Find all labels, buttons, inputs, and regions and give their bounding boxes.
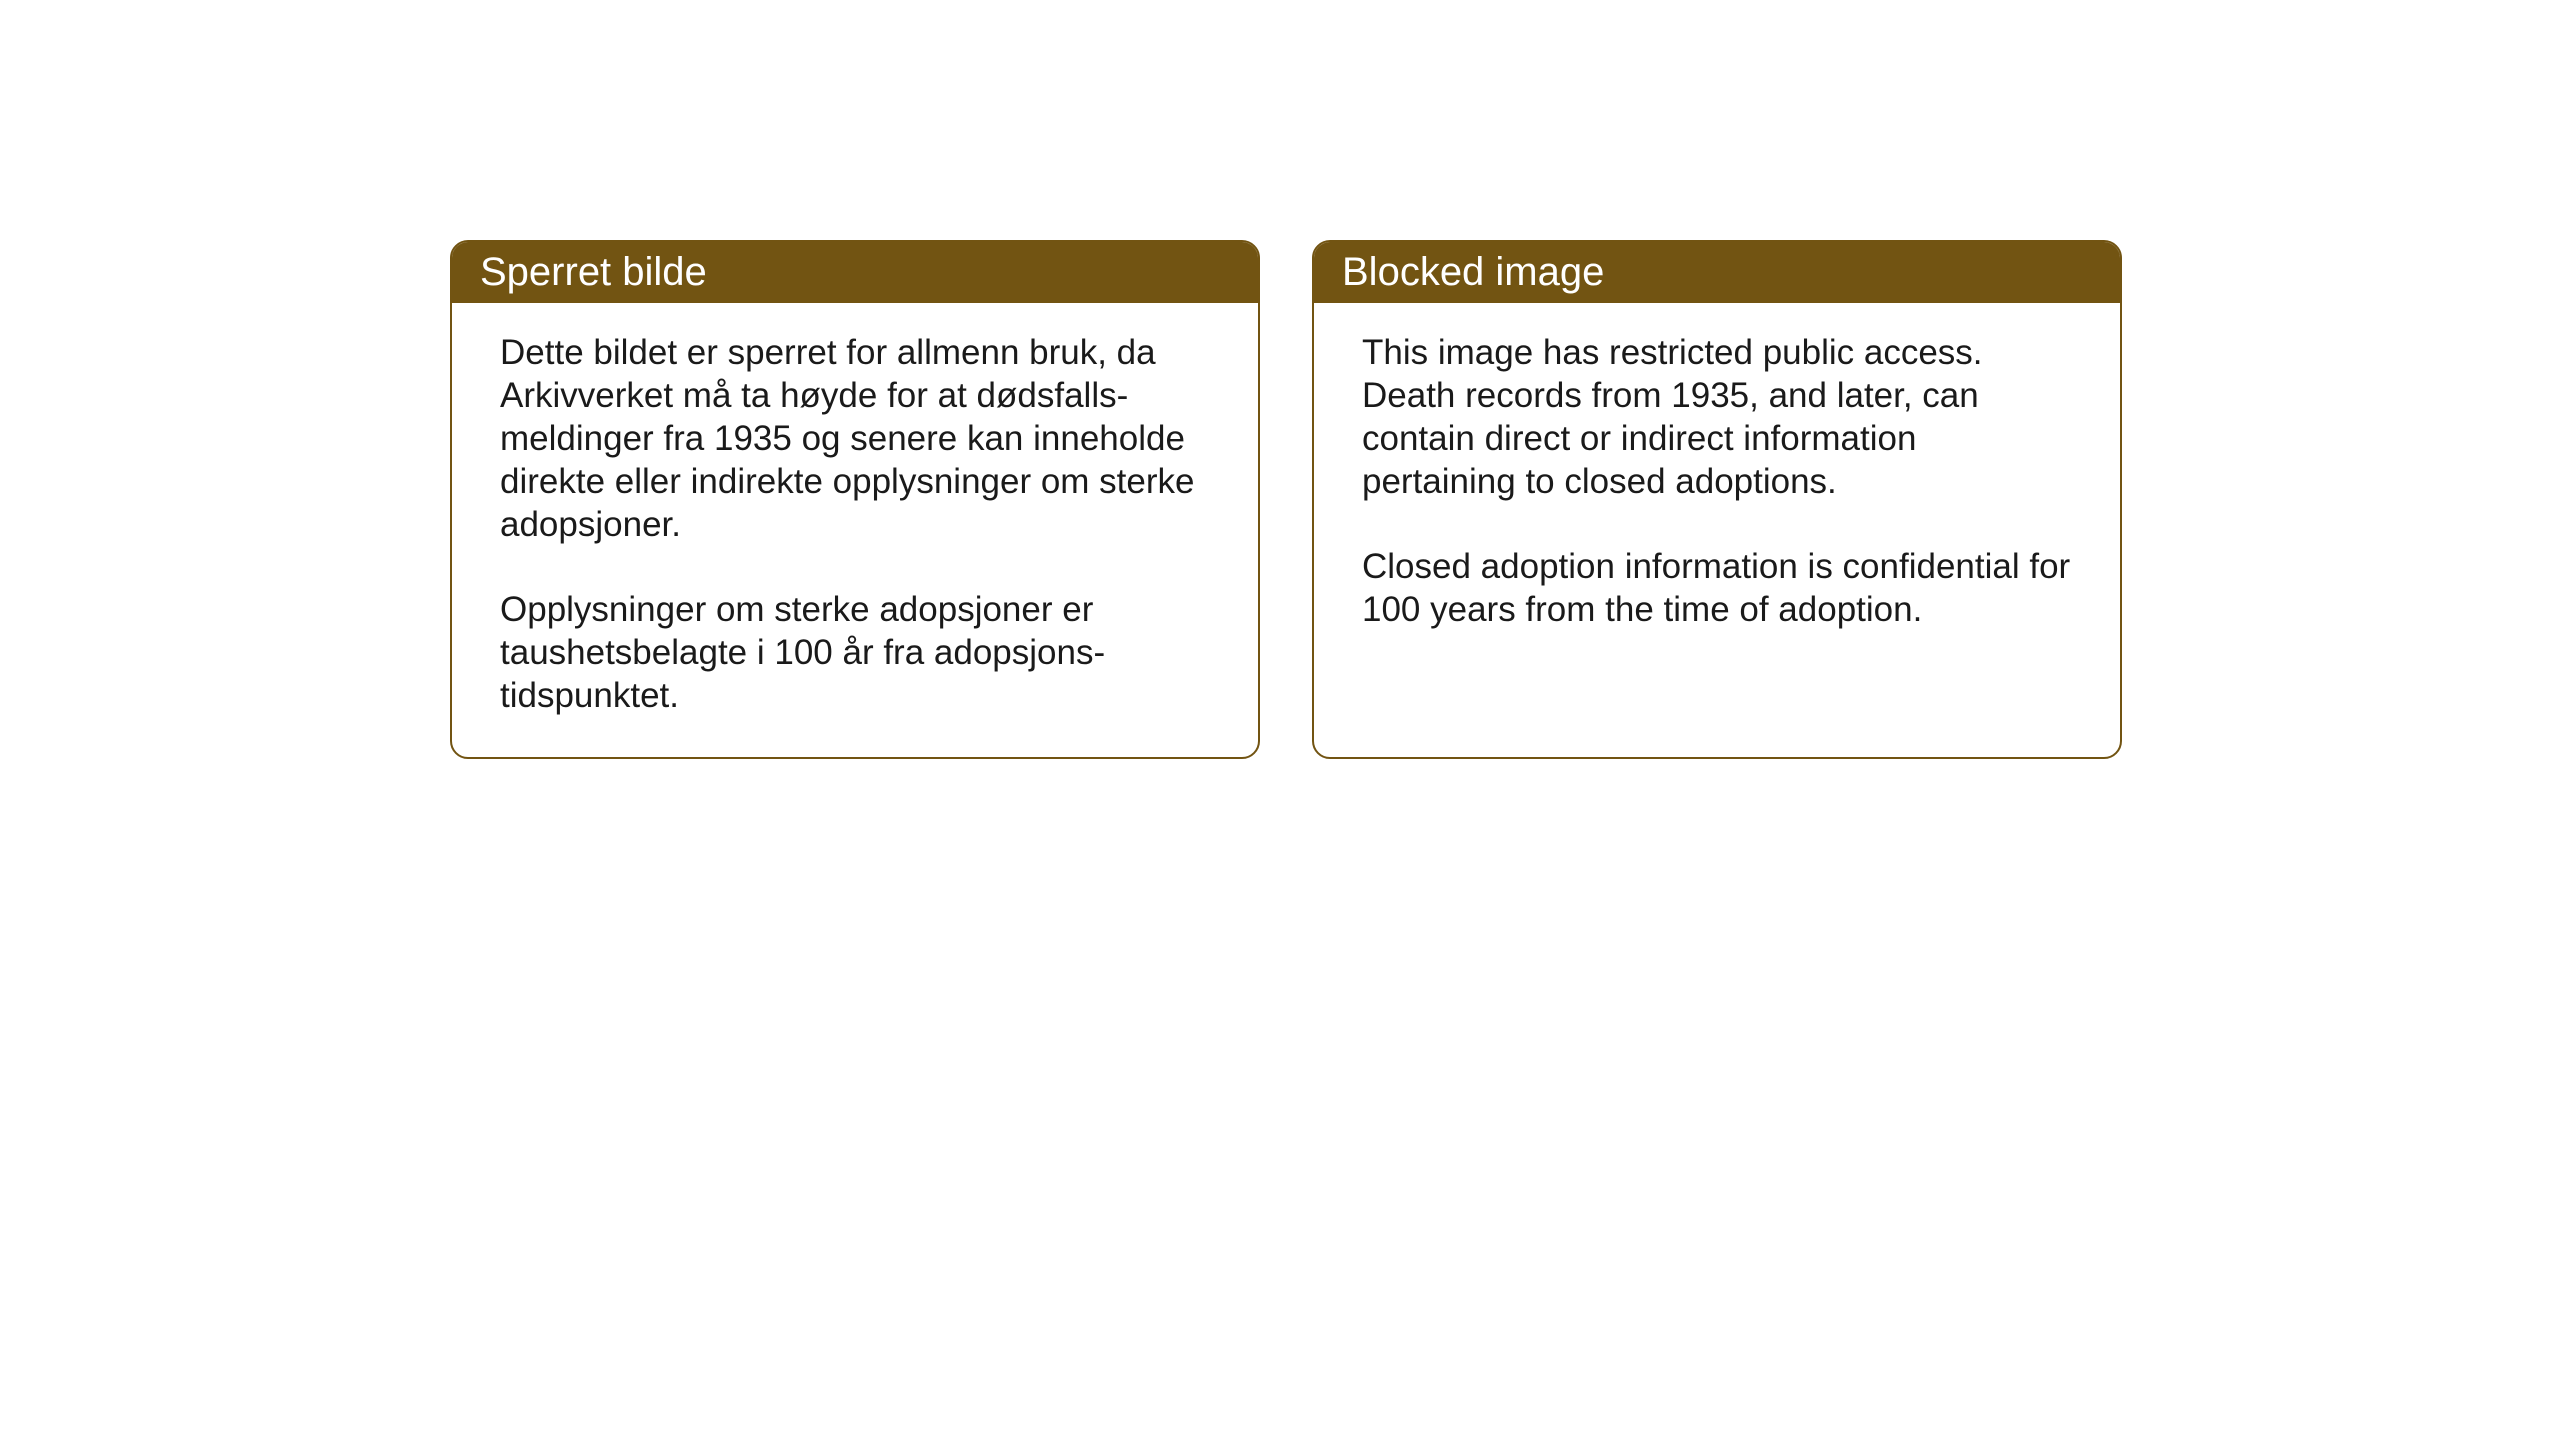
card-paragraph-2-english: Closed adoption information is confident… bbox=[1362, 545, 2072, 631]
card-body-english: This image has restricted public access.… bbox=[1314, 303, 2120, 671]
notice-card-english: Blocked image This image has restricted … bbox=[1312, 240, 2122, 759]
card-header-english: Blocked image bbox=[1314, 242, 2120, 303]
card-title-english: Blocked image bbox=[1342, 250, 1604, 294]
notice-card-norwegian: Sperret bilde Dette bildet er sperret fo… bbox=[450, 240, 1260, 759]
card-header-norwegian: Sperret bilde bbox=[452, 242, 1258, 303]
card-paragraph-1-english: This image has restricted public access.… bbox=[1362, 331, 2072, 503]
card-title-norwegian: Sperret bilde bbox=[480, 250, 707, 294]
card-paragraph-1-norwegian: Dette bildet er sperret for allmenn bruk… bbox=[500, 331, 1210, 546]
card-paragraph-2-norwegian: Opplysninger om sterke adopsjoner er tau… bbox=[500, 588, 1210, 717]
notice-cards-container: Sperret bilde Dette bildet er sperret fo… bbox=[450, 240, 2122, 759]
card-body-norwegian: Dette bildet er sperret for allmenn bruk… bbox=[452, 303, 1258, 757]
